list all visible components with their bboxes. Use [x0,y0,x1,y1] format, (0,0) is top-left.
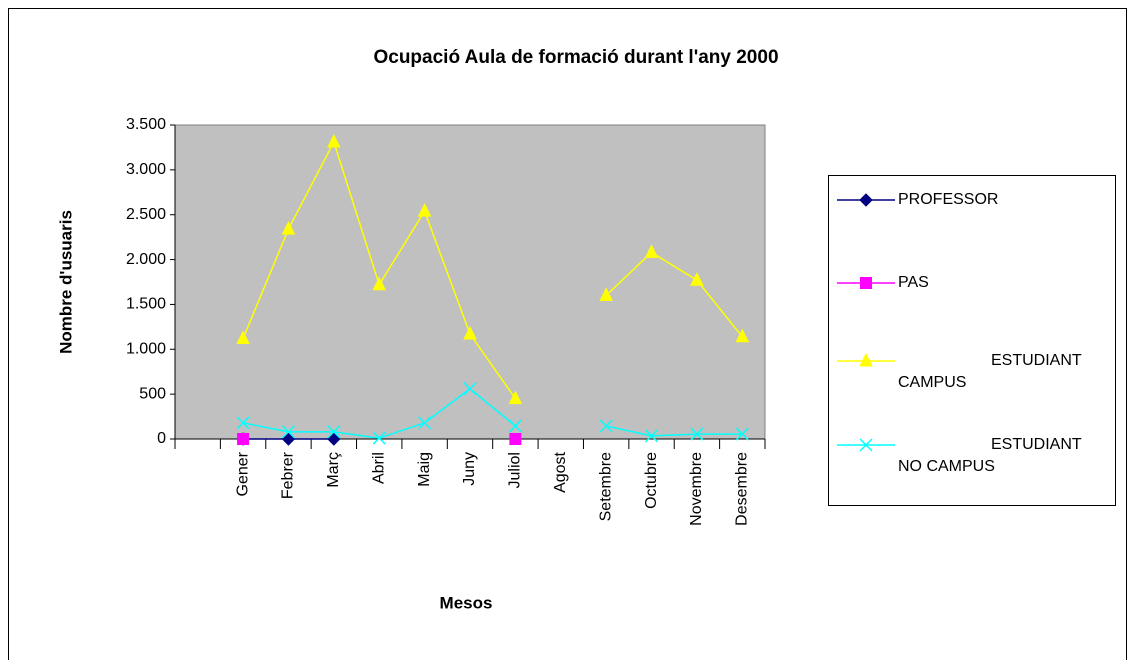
marker-triangle [859,352,873,367]
x-tick-label: Març [325,452,342,488]
marker-square [860,277,872,289]
marker-triangle [463,325,477,340]
marker-square [237,433,250,445]
x-tick-label: Gener [234,451,251,496]
legend-label: ESTUDIANT NO CAMPUS [898,436,1082,475]
marker-x [327,425,341,439]
legend-label: ESTUDIANT CAMPUS [898,352,1082,391]
x-tick-label: Juliol [507,452,524,488]
legend-label: PAS [898,274,929,291]
y-tick-label: 0 [157,430,166,447]
marker-diamond [281,432,296,446]
x-axis-label: Mesos [440,593,493,612]
marker-triangle [599,287,613,301]
marker-x [690,427,704,441]
marker-triangle [690,272,704,286]
legend-box [828,175,1116,506]
plot-area [174,124,766,440]
chart-title: Ocupació Aula de formació durant l'any 2… [373,47,778,68]
y-tick-label: 500 [139,385,166,402]
marker-x [281,425,295,439]
marker-x [645,429,659,443]
marker-x [735,427,749,441]
x-tick-label: Octubre [643,452,660,509]
x-tick-label: Setembre [597,452,614,521]
x-tick-label: Maig [416,452,433,487]
x-tick-label: Juny [461,452,478,486]
x-tick-label: Febrer [280,451,297,499]
y-tick-label: 3.000 [126,161,166,178]
chart-border [8,8,1127,660]
marker-triangle [327,133,341,148]
y-tick-label: 2.000 [126,251,166,268]
marker-triangle [417,203,432,217]
y-tick-label: 1.500 [126,296,166,313]
x-tick-label: Agost [552,451,569,492]
marker-triangle [508,390,523,405]
y-tick-label: 2.500 [126,206,166,223]
marker-x [599,419,613,433]
marker-triangle [236,330,250,345]
y-tick-label: 3.500 [126,116,166,133]
marker-x [508,419,522,433]
marker-triangle [372,276,387,291]
marker-x [418,416,432,430]
x-tick-label: Novembre [688,452,705,526]
y-axis-label: Nombre d'usuaris [56,210,75,354]
marker-x [463,382,477,396]
legend-label: PROFESSOR [898,191,999,208]
marker-triangle [735,328,750,343]
marker-diamond [327,432,341,446]
x-tick-label: Abril [370,452,387,484]
marker-square [509,433,522,445]
marker-triangle [644,244,659,258]
x-tick-label: Desembre [734,452,751,526]
marker-diamond [859,193,873,207]
marker-x [236,416,250,430]
marker-x [859,438,873,452]
marker-triangle [281,220,296,235]
marker-x [372,431,386,445]
y-tick-label: 1.000 [126,341,166,358]
